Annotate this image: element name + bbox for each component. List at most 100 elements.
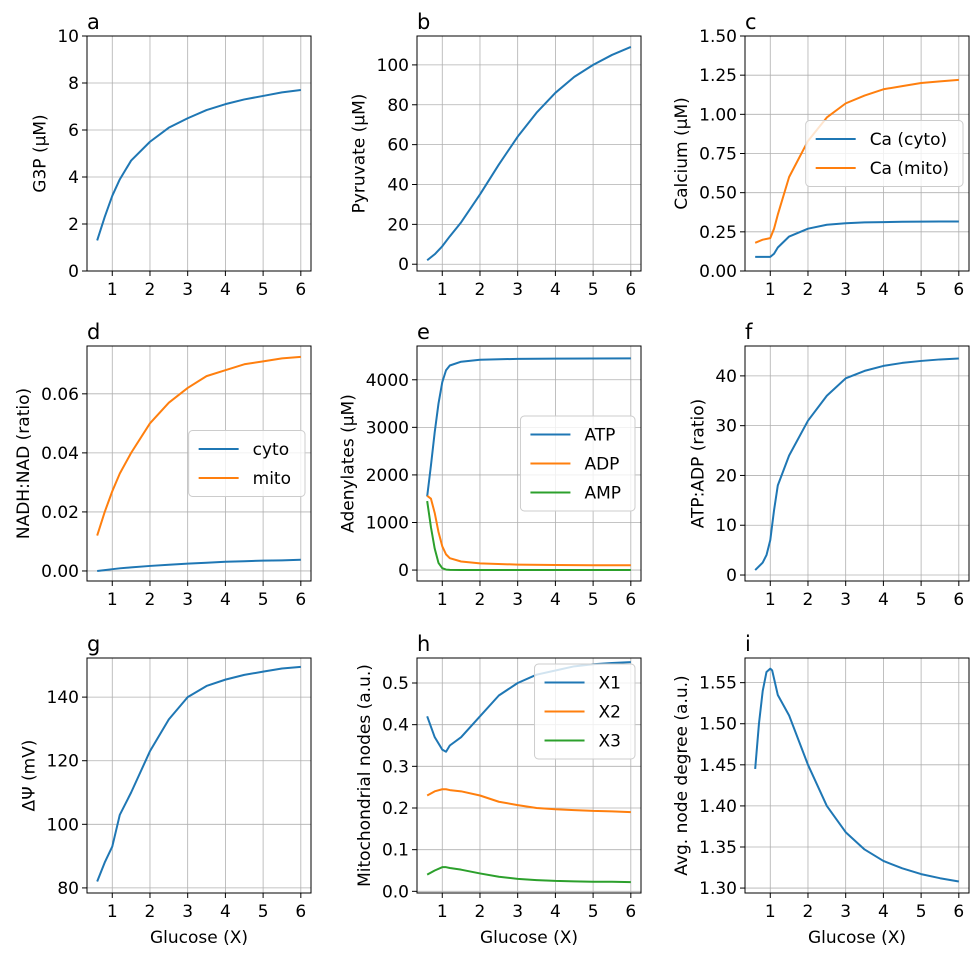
x-tick-label: 4 [550,902,561,922]
panel-title: e [417,320,430,344]
y-tick-label: 0.4 [382,716,409,736]
x-tick-label: 4 [550,280,561,300]
x-tick-label: 1 [765,902,776,922]
y-tick-label: 100 [377,56,409,76]
x-tick-label: 1 [107,280,118,300]
y-tick-label: 100 [47,815,79,835]
x-tick-label: 5 [916,590,927,610]
line-series [96,89,301,241]
y-tick-label: 80 [57,879,79,899]
x-tick-label: 1 [437,590,448,610]
y-tick-label: 0.1 [382,841,409,861]
line-series [426,788,631,814]
y-tick-label: 40 [715,367,737,387]
x-tick-label: 3 [840,280,851,300]
y-tick-label: 0 [726,566,737,586]
x-tick-label: 6 [295,902,306,922]
line-series [754,78,959,244]
panel-title: h [417,632,430,656]
legend-label: mito [253,469,291,489]
panel-title: c [745,10,757,34]
x-tick-label: 4 [220,280,231,300]
y-tick-label: 0 [68,262,79,282]
x-tick-label: 6 [953,902,964,922]
y-axis-label: Adenylates (μM) [339,394,359,533]
y-tick-label: 0.00 [41,562,79,582]
legend-frame [805,120,964,187]
panel-title: f [745,320,753,344]
legend: X1 X2 X3 [534,663,636,760]
y-axis-label: Avg. node degree (a.u.) [672,675,692,875]
y-tick-label: 140 [47,688,79,708]
axes-frame [86,345,312,582]
line-series [754,357,959,571]
y-tick-label: 3000 [366,418,409,438]
x-axis-label: Glucose (X) [480,928,578,948]
x-tick-label: 3 [840,902,851,922]
axes-frame [744,345,970,582]
y-tick-label: 40 [387,175,409,195]
x-tick-label: 5 [258,590,269,610]
x-tick-label: 6 [953,590,964,610]
x-tick-label: 5 [916,280,927,300]
y-axis-label: NADH:NAD (ratio) [14,388,34,539]
x-tick-label: 1 [437,902,448,922]
y-tick-label: 60 [387,136,409,156]
line-series [426,357,631,497]
y-tick-label: 0.25 [699,223,737,243]
x-tick-label: 2 [145,902,156,922]
y-tick-label: 2000 [366,466,409,486]
legend-label: ATP [584,426,615,446]
y-axis-label: G3P (μM) [30,114,50,192]
x-tick-label: 1 [107,902,118,922]
legend-label: cyto [253,440,289,460]
y-tick-label: 0.5 [382,674,409,694]
y-tick-label: 1000 [366,513,409,533]
x-tick-label: 4 [550,590,561,610]
x-tick-label: 4 [878,280,889,300]
axes-frame [744,657,970,894]
y-tick-label: 1.45 [699,756,737,776]
x-tick-label: 3 [512,280,523,300]
legend-label: X3 [599,732,621,752]
y-tick-label: 20 [715,466,737,486]
legend-frame [534,663,636,760]
x-tick-label: 2 [803,590,814,610]
panel-title: i [745,632,751,656]
y-tick-label: 0.04 [41,444,79,464]
line-series [754,667,959,883]
legend-frame [519,415,636,512]
x-tick-label: 1 [765,280,776,300]
x-tick-label: 5 [588,280,599,300]
x-tick-label: 6 [295,590,306,610]
y-axis-label: Pyruvate (μM) [350,94,370,214]
panel-title: d [87,320,100,344]
line-series [426,500,631,572]
y-tick-label: 1.50 [699,27,737,47]
y-tick-label: 1.25 [699,66,737,86]
legend-label: Ca (cyto) [870,130,947,150]
panel-title: b [417,10,430,34]
x-tick-label: 5 [588,590,599,610]
x-tick-label: 1 [107,590,118,610]
x-tick-label: 3 [512,590,523,610]
x-tick-label: 2 [803,280,814,300]
x-tick-label: 6 [295,280,306,300]
y-tick-label: 0.75 [699,145,737,165]
x-tick-label: 3 [182,280,193,300]
line-series [97,558,301,572]
panel-title: a [87,10,100,34]
y-tick-label: 10 [57,27,79,47]
axes-frame [86,657,312,894]
y-tick-label: 0 [398,255,409,275]
y-tick-label: 80 [387,96,409,116]
legend-label: AMP [584,484,621,504]
x-tick-label: 2 [145,590,156,610]
y-tick-label: 1.40 [699,797,737,817]
x-tick-label: 3 [840,590,851,610]
x-tick-label: 5 [916,902,927,922]
y-axis-label: Mitochondrial nodes (a.u.) [355,664,375,887]
y-axis-label: ATP:ADP (ratio) [688,399,708,529]
line-series [426,866,631,884]
